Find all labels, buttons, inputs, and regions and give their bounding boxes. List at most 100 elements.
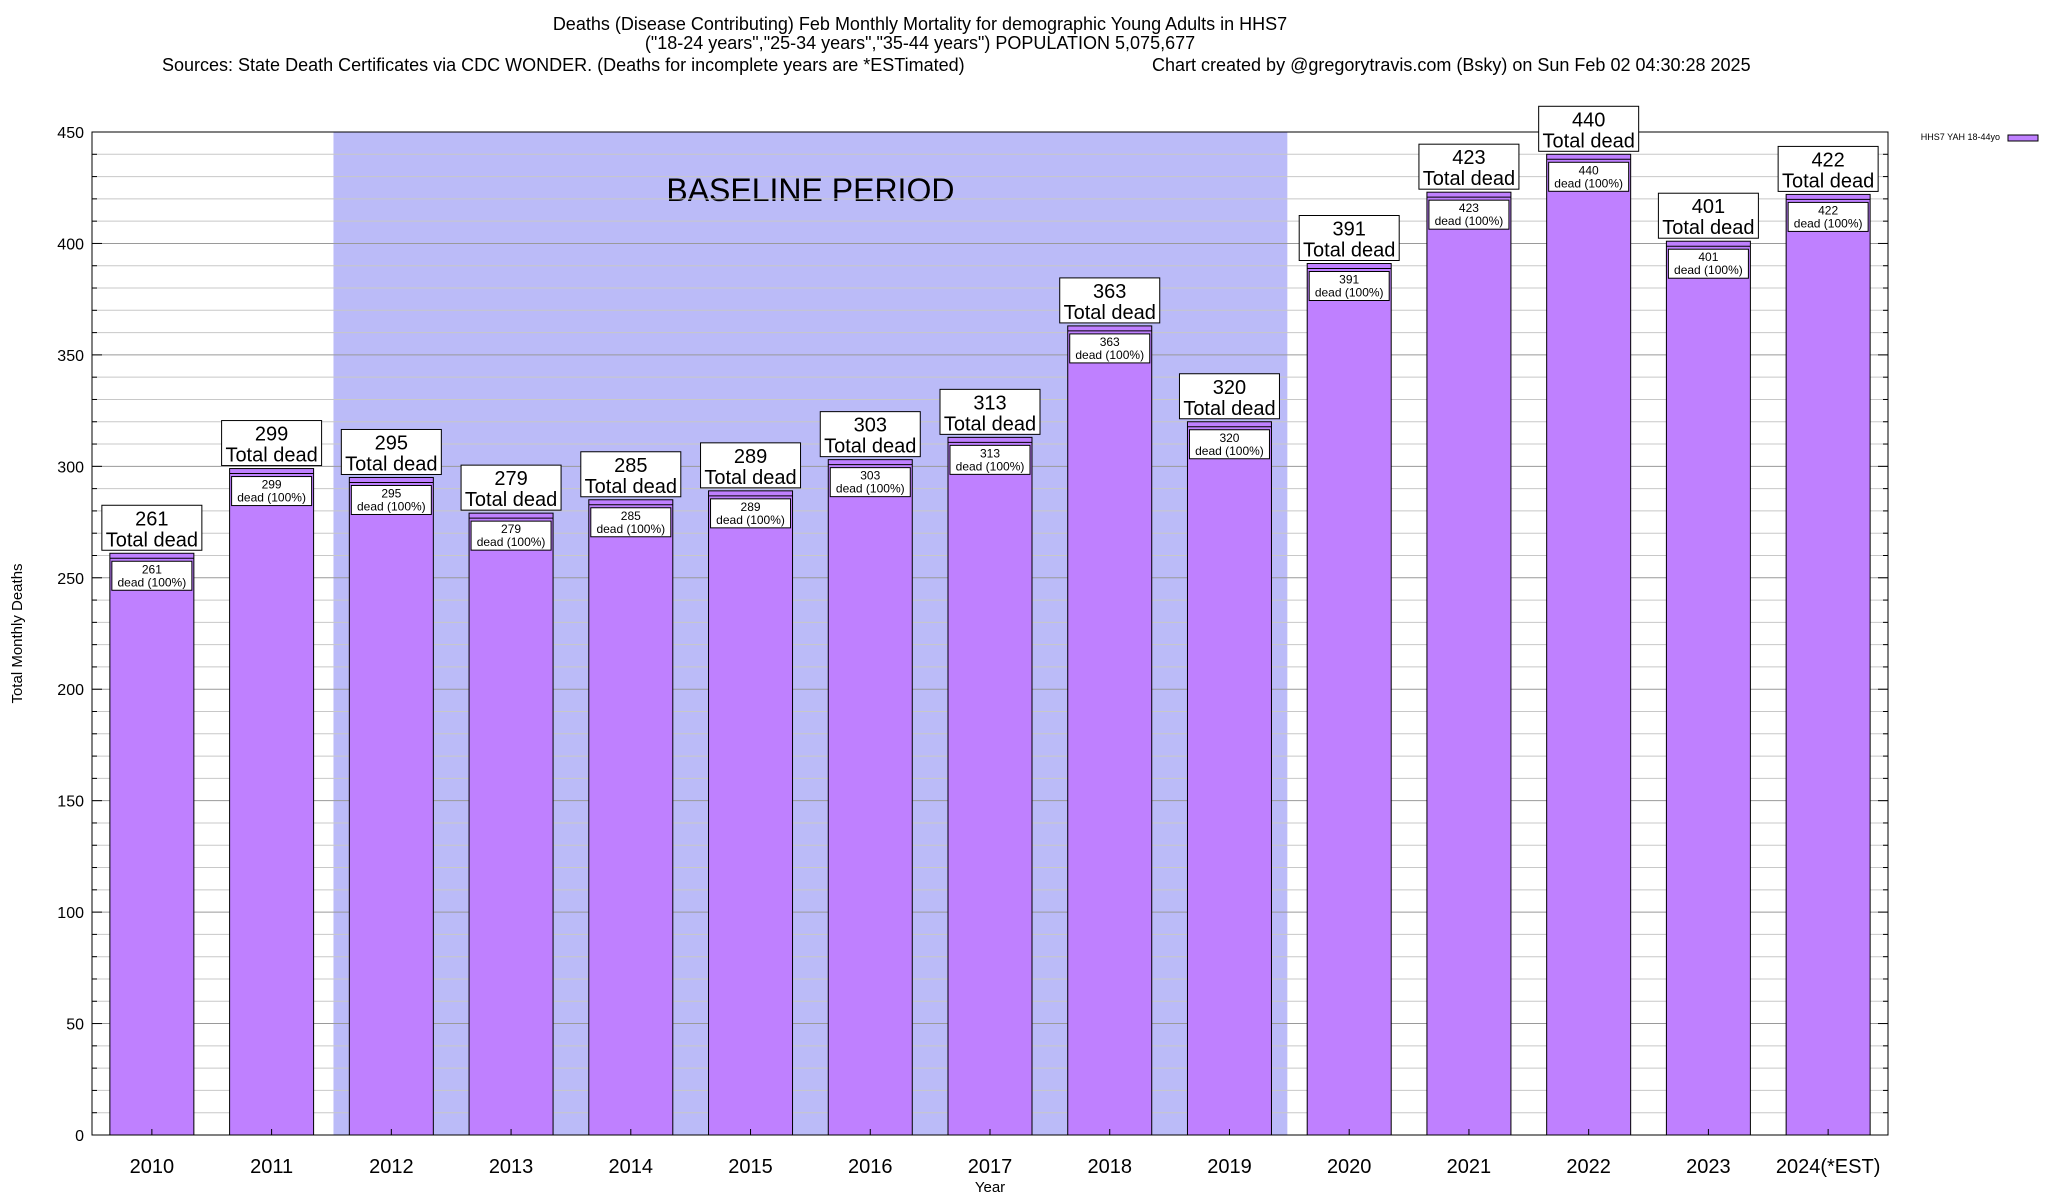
- inner-label-box: [1188, 429, 1270, 460]
- total-dead-label: Total dead: [106, 529, 198, 551]
- inner-value-label: 320: [1219, 431, 1239, 445]
- baseline-label: BASELINE PERIOD: [666, 172, 954, 208]
- y-tick-label: 400: [57, 236, 84, 253]
- chart-header: Deaths (Disease Contributing) Feb Monthl…: [162, 14, 1751, 75]
- y-axis-label: Total Monthly Deaths: [9, 563, 26, 703]
- y-tick-label: 300: [57, 459, 84, 476]
- inner-label-box: [470, 520, 552, 551]
- inner-label-box: [949, 444, 1031, 475]
- total-label-box: [221, 420, 323, 467]
- total-dead-label: Total dead: [585, 476, 677, 498]
- inner-value-label: 285: [621, 509, 641, 523]
- total-dead-label: Total dead: [1782, 170, 1874, 192]
- inner-label-box: [350, 484, 432, 515]
- inner-percent-label: dead (100%): [118, 575, 187, 589]
- inner-value-label: 279: [501, 522, 521, 536]
- inner-label-box: [1787, 201, 1869, 232]
- y-tick-label: 50: [66, 1017, 84, 1034]
- total-label-box: [1777, 145, 1879, 192]
- bar-2015: [708, 490, 794, 1136]
- inner-label-box: [590, 507, 672, 538]
- inner-value-label: 299: [262, 478, 282, 492]
- legend-swatch: [2007, 134, 2039, 142]
- inner-percent-label: dead (100%): [1554, 176, 1623, 190]
- chart-subtitle: ("18-24 years","25-34 years","35-44 year…: [645, 33, 1195, 53]
- total-dead-label: Total dead: [1064, 302, 1156, 324]
- total-value-label: 320: [1213, 377, 1246, 399]
- total-dead-label: Total dead: [704, 467, 796, 489]
- inner-label-box: [1428, 199, 1510, 230]
- bar-2012: [348, 476, 434, 1136]
- bar-2013: [468, 512, 554, 1136]
- x-tick-label: 2019: [1207, 1156, 1252, 1178]
- bar-2021: [1426, 191, 1512, 1136]
- inner-percent-label: dead (100%): [956, 459, 1025, 473]
- inner-value-label: 391: [1339, 273, 1359, 287]
- total-dead-label: Total dead: [225, 445, 317, 467]
- x-tick-label: 2014: [609, 1156, 654, 1178]
- x-tick-label: 2013: [489, 1156, 534, 1178]
- x-tick-label: 2023: [1686, 1156, 1731, 1178]
- inner-value-label: 363: [1100, 335, 1120, 349]
- total-value-label: 422: [1811, 149, 1844, 171]
- total-label-box: [1298, 215, 1400, 262]
- x-tick-label: 2022: [1566, 1156, 1611, 1178]
- total-dead-label: Total dead: [1183, 398, 1275, 420]
- inner-percent-label: dead (100%): [1315, 286, 1384, 300]
- total-value-label: 391: [1333, 219, 1366, 241]
- inner-percent-label: dead (100%): [1075, 348, 1144, 362]
- x-tick-label: 2024(*EST): [1776, 1156, 1881, 1178]
- total-label-box: [580, 451, 682, 498]
- x-tick-label: 2012: [369, 1156, 414, 1178]
- y-tick-label: 250: [57, 571, 84, 588]
- total-value-label: 401: [1692, 196, 1725, 218]
- bar-2010: [109, 552, 195, 1136]
- inner-percent-label: dead (100%): [357, 499, 426, 513]
- total-label-box: [101, 504, 203, 551]
- inner-percent-label: dead (100%): [1794, 216, 1863, 230]
- x-tick-label: 2018: [1087, 1156, 1132, 1178]
- inner-label-box: [111, 560, 193, 591]
- x-tick-label: 2020: [1327, 1156, 1372, 1178]
- legend: HHS7 YAH 18-44yo: [1921, 132, 2039, 142]
- total-value-label: 423: [1452, 147, 1485, 169]
- total-value-label: 261: [135, 508, 168, 530]
- chart-title: Deaths (Disease Contributing) Feb Monthl…: [553, 14, 1287, 34]
- x-tick-label: 2016: [848, 1156, 893, 1178]
- x-tick-label: 2021: [1447, 1156, 1492, 1178]
- total-value-label: 363: [1093, 281, 1126, 303]
- total-label-box: [460, 464, 562, 511]
- total-label-box: [819, 411, 921, 458]
- y-tick-label: 200: [57, 682, 84, 699]
- total-label-box: [340, 428, 442, 475]
- bar-2022: [1546, 153, 1632, 1136]
- total-label-box: [1418, 143, 1520, 190]
- bar-2016: [827, 459, 913, 1136]
- bar-2023: [1665, 240, 1751, 1136]
- total-value-label: 289: [734, 446, 767, 468]
- total-value-label: 299: [255, 424, 288, 446]
- total-value-label: 279: [494, 468, 527, 490]
- total-dead-label: Total dead: [1303, 240, 1395, 262]
- x-tick-label: 2017: [968, 1156, 1013, 1178]
- x-tick-label: 2010: [130, 1156, 175, 1178]
- inner-percent-label: dead (100%): [1195, 444, 1264, 458]
- y-tick-label: 150: [57, 794, 84, 811]
- inner-percent-label: dead (100%): [596, 522, 665, 536]
- bar-2017: [947, 436, 1033, 1136]
- total-value-label: 313: [973, 392, 1006, 414]
- inner-value-label: 295: [381, 486, 401, 500]
- inner-value-label: 313: [980, 446, 1000, 460]
- total-dead-label: Total dead: [1423, 168, 1515, 190]
- inner-value-label: 289: [741, 500, 761, 514]
- bar-2019: [1186, 421, 1272, 1136]
- bars-layer: [109, 153, 1871, 1136]
- inner-value-label: 401: [1698, 250, 1718, 264]
- inner-percent-label: dead (100%): [477, 535, 546, 549]
- total-dead-label: Total dead: [345, 453, 437, 475]
- x-tick-label: 2015: [728, 1156, 773, 1178]
- y-tick-label: 450: [57, 125, 84, 142]
- inner-label-box: [1667, 248, 1749, 279]
- total-value-label: 303: [854, 415, 887, 437]
